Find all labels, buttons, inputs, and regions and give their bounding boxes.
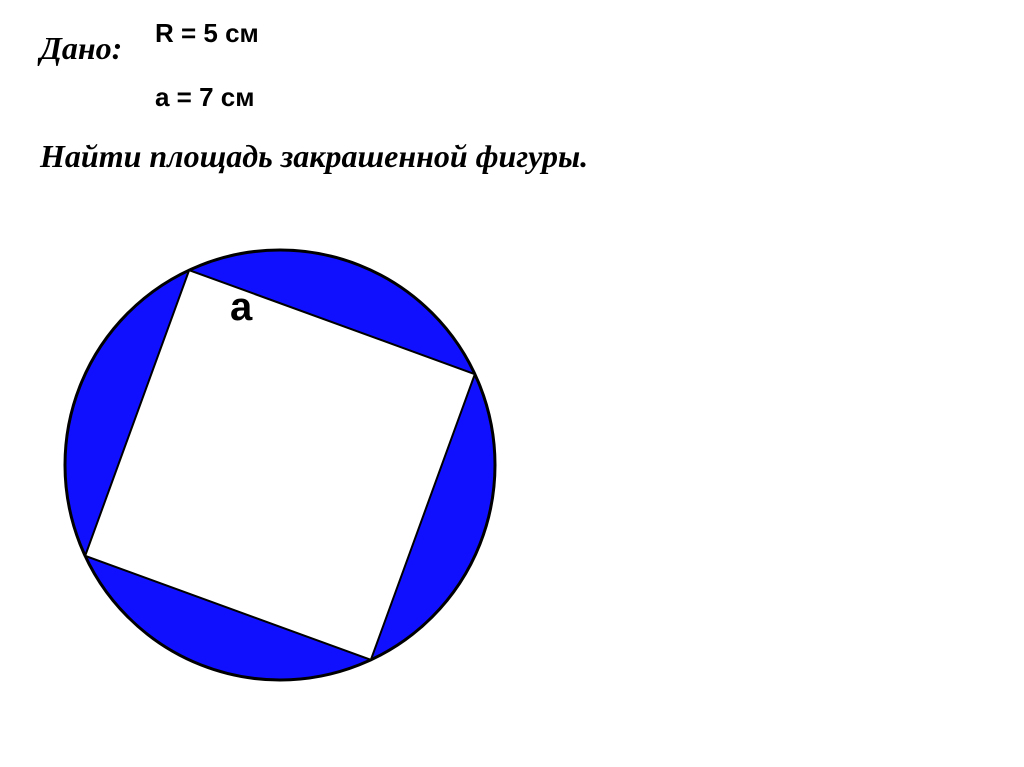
diagram-svg (55, 200, 505, 700)
geometry-diagram: a (55, 200, 505, 705)
given-label: Дано: (40, 30, 122, 67)
given-a-value: а = 7 см (155, 82, 254, 113)
given-r-value: R = 5 см (155, 18, 259, 49)
square-side-label: a (230, 285, 252, 330)
task-text: Найти площадь закрашенной фигуры. (40, 138, 588, 175)
